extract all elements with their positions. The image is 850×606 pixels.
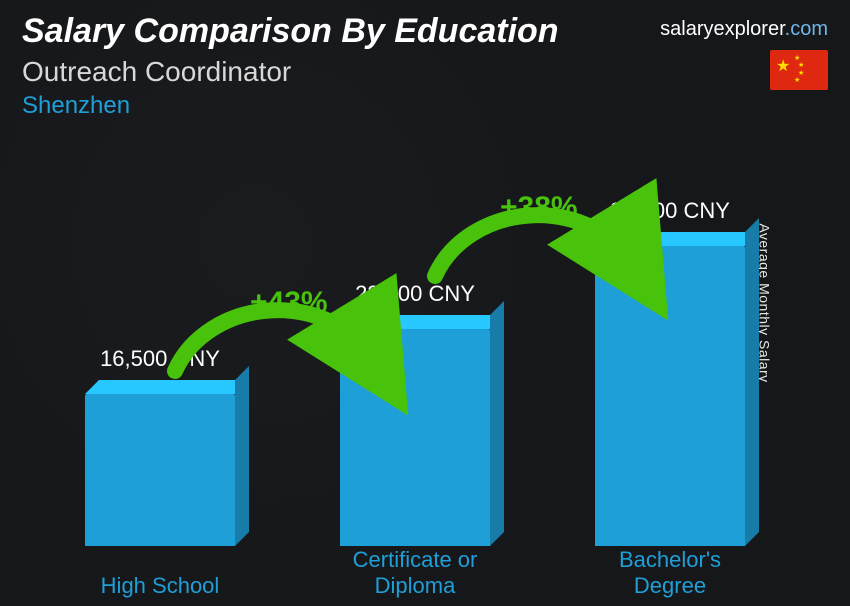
bar-chart: 16,500 CNYHigh School23,600 CNYCertifica… (0, 136, 850, 606)
flag-star-big: ★ (776, 56, 790, 76)
increase-pct: +38% (500, 191, 578, 225)
bar: 16,500 CNY (85, 394, 235, 546)
bar-group: 32,600 CNYBachelor'sDegree (570, 246, 770, 546)
brand-domain: .com (785, 18, 828, 40)
brand-logo: salaryexplorer.com (660, 18, 828, 41)
brand-name: salaryexplorer (660, 18, 785, 40)
city-label: Shenzhen (22, 92, 130, 120)
flag-star-small: ★ (794, 76, 800, 84)
bar-label: High School (50, 573, 270, 598)
flag-icon: ★ ★ ★ ★ ★ (770, 50, 828, 90)
bar-group: 23,600 CNYCertificate orDiploma (315, 329, 515, 546)
bar-value: 23,600 CNY (340, 281, 490, 307)
bar: 32,600 CNY (595, 246, 745, 546)
infographic-root: Salary Comparison By Education Outreach … (0, 0, 850, 606)
bar-group: 16,500 CNYHigh School (60, 394, 260, 546)
bar: 23,600 CNY (340, 329, 490, 546)
bar-value: 16,500 CNY (85, 346, 235, 372)
flag-star-small: ★ (798, 61, 804, 69)
bar-value: 32,600 CNY (595, 198, 745, 224)
increase-pct: +43% (250, 286, 328, 320)
page-title: Salary Comparison By Education (22, 12, 559, 51)
page-subtitle: Outreach Coordinator (22, 56, 291, 88)
bar-label: Bachelor'sDegree (560, 547, 780, 598)
bar-label: Certificate orDiploma (305, 547, 525, 598)
